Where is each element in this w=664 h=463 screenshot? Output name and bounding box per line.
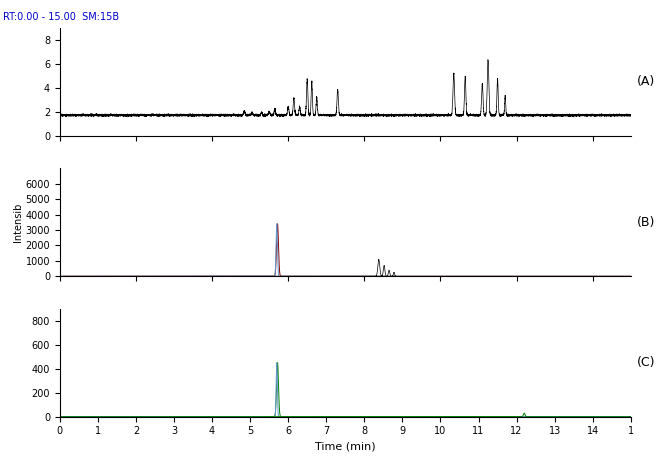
Text: (C): (C) [637,356,655,369]
Text: RT:0.00 - 15.00  SM:15B: RT:0.00 - 15.00 SM:15B [3,12,120,22]
Y-axis label: Intensib: Intensib [13,202,23,242]
Text: (B): (B) [637,216,655,229]
X-axis label: Time (min): Time (min) [315,442,376,452]
Text: (A): (A) [637,75,655,88]
